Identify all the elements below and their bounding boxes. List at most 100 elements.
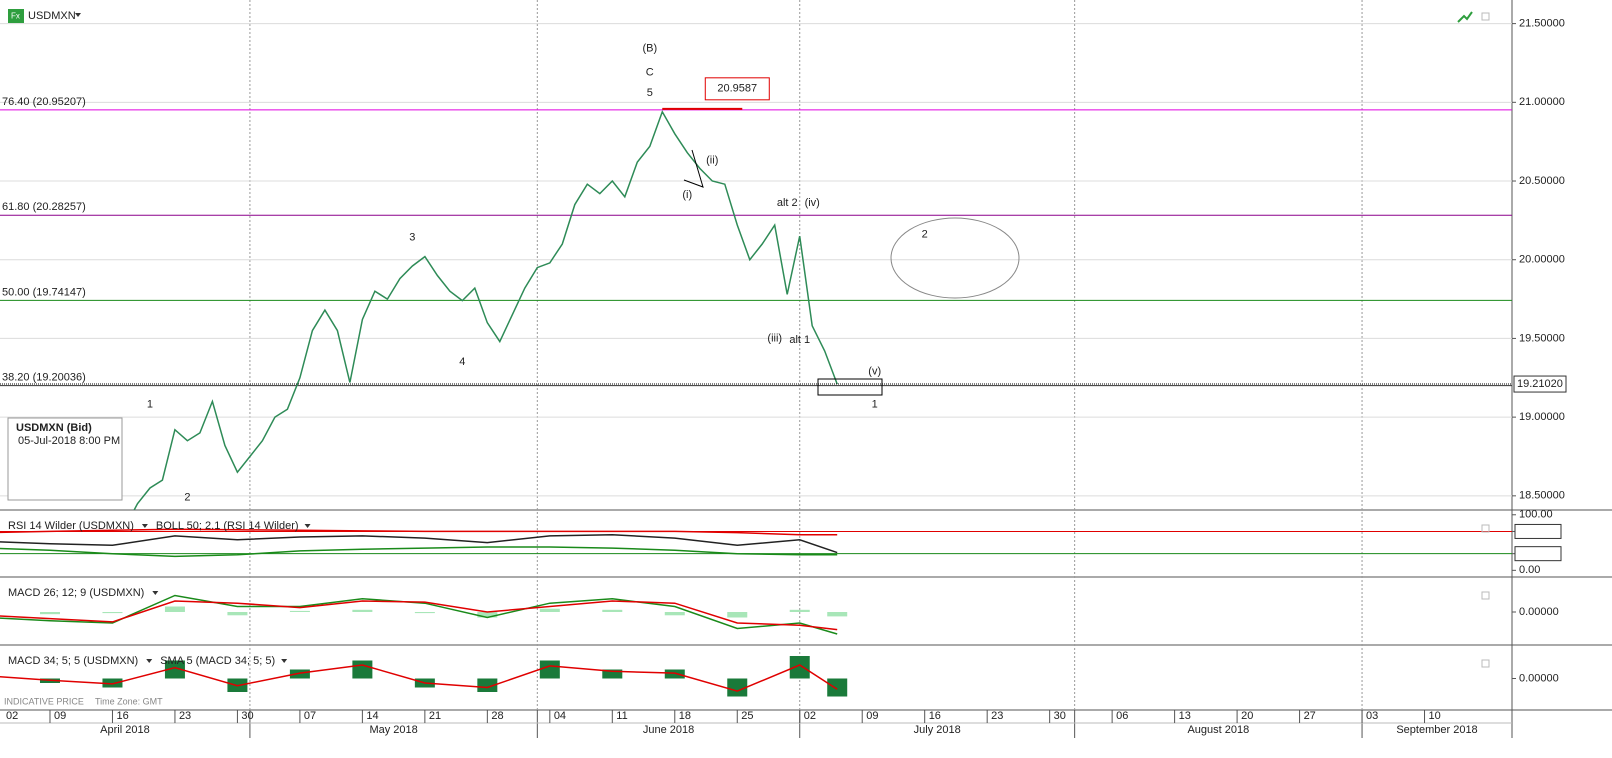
pane-icon[interactable] <box>1481 659 1490 668</box>
pane-title: MACD 34; 5; 5 (USDMXN) <box>8 655 138 667</box>
histogram-bar <box>539 608 560 612</box>
y-tick-label: 0.00 <box>1519 564 1540 576</box>
month-label: June 2018 <box>643 724 694 736</box>
series-line <box>0 546 838 558</box>
x-tick-label: 20 <box>1241 710 1253 722</box>
wave-label: 3 <box>409 232 415 244</box>
series-line <box>0 594 838 635</box>
wave-label: (v) <box>868 365 881 377</box>
dropdown[interactable] <box>304 524 311 528</box>
wave-label: (B) <box>642 43 657 55</box>
histogram-bar <box>352 609 373 612</box>
fib-label: 76.40 (20.95207) <box>2 96 86 108</box>
month-label: May 2018 <box>369 724 417 736</box>
pane-subtitle: SMA 5 (MACD 34; 5; 5) <box>160 655 275 667</box>
series-line <box>0 600 838 631</box>
histogram-bar <box>827 612 848 617</box>
x-tick-label: 02 <box>804 710 816 722</box>
histogram-bar <box>289 610 310 612</box>
x-tick-label: 18 <box>679 710 691 722</box>
histogram-bar <box>664 669 685 679</box>
x-tick-label: 23 <box>991 710 1003 722</box>
fx-icon-text: Fx <box>11 12 20 21</box>
dropdown[interactable] <box>281 659 288 663</box>
pane <box>0 656 848 697</box>
dropdown[interactable] <box>146 659 153 663</box>
x-tick-label: 28 <box>491 710 503 722</box>
info-box-frame <box>7 417 123 501</box>
x-tick-label: 21 <box>429 710 441 722</box>
window-icon[interactable] <box>1481 12 1490 21</box>
chart-title[interactable]: USDMXN <box>28 10 76 22</box>
pane-icon[interactable] <box>1481 591 1490 600</box>
fib-label: 50.00 (19.74147) <box>2 286 86 298</box>
x-tick-label: 23 <box>179 710 191 722</box>
wave-label: (iii) <box>767 332 782 344</box>
x-tick-label: 13 <box>1179 710 1191 722</box>
pane-title: RSI 14 Wilder (USDMXN) <box>8 520 134 532</box>
wave-label: 2 <box>922 228 928 240</box>
info-title: USDMXN (Bid) <box>16 422 92 434</box>
histogram-bar <box>827 678 848 697</box>
last-price-tag <box>1513 375 1567 393</box>
level-tag <box>1514 546 1562 562</box>
pane-icon[interactable] <box>1481 524 1490 533</box>
histogram-bar <box>664 612 685 616</box>
target-box <box>817 378 883 396</box>
y-tick-label: 0.00000 <box>1519 606 1559 618</box>
histogram-bar <box>39 612 60 615</box>
y-tick-label: 19.50000 <box>1519 332 1565 344</box>
peak-label: 20.9587 <box>717 83 757 95</box>
dropdown[interactable] <box>152 591 159 595</box>
x-tick-label: 30 <box>241 710 253 722</box>
target-ellipse <box>890 217 1020 299</box>
x-tick-label: 03 <box>1366 710 1378 722</box>
x-tick-label: 10 <box>1429 710 1441 722</box>
y-tick-label: 21.50000 <box>1519 18 1565 30</box>
histogram-bar <box>289 669 310 679</box>
wave-label: (iv) <box>805 197 820 209</box>
histogram-bar <box>789 609 810 612</box>
histogram-bar <box>539 660 560 679</box>
y-tick-label: 20.00000 <box>1519 254 1565 266</box>
series-line <box>0 664 838 692</box>
x-tick-label: 27 <box>1304 710 1316 722</box>
x-tick-label: 16 <box>116 710 128 722</box>
pane-subtitle: BOLL 50; 2.1 (RSI 14 Wilder) <box>156 520 299 532</box>
pane-title: MACD 26; 12; 9 (USDMXN) <box>8 587 144 599</box>
y-tick-label: 0.00000 <box>1519 672 1559 684</box>
histogram-bar <box>102 612 123 614</box>
fx-icon <box>8 9 24 23</box>
month-label: July 2018 <box>914 724 961 736</box>
x-tick-label: 09 <box>866 710 878 722</box>
histogram-bar <box>352 660 373 679</box>
x-tick-label: 11 <box>616 710 627 722</box>
trend-drawing <box>683 149 704 188</box>
footer-timezone: Time Zone: GMT <box>95 696 163 706</box>
month-label: April 2018 <box>100 724 150 736</box>
wave-label: alt 2 <box>777 197 798 209</box>
x-tick-label: 14 <box>366 710 378 722</box>
fib-label: 38.20 (19.20036) <box>2 371 86 383</box>
level-tag <box>1514 523 1562 539</box>
wave-label: alt 1 <box>789 334 810 346</box>
histogram-bar <box>164 660 185 679</box>
footer-note: INDICATIVE PRICE <box>4 696 84 706</box>
histogram-bar <box>477 678 498 692</box>
info-box: USDMXN (Bid) 05-Jul-2018 8:00 PM <box>7 417 123 501</box>
wave-label: (i) <box>682 189 692 201</box>
dropdown[interactable] <box>75 13 81 17</box>
dropdown[interactable] <box>141 524 148 528</box>
histogram-bar <box>727 612 748 618</box>
histogram-bar <box>602 609 623 612</box>
peak-box <box>704 77 770 101</box>
info-datetime: 05-Jul-2018 8:00 PM <box>18 435 120 447</box>
wave-label: C <box>646 66 654 78</box>
wave-label: 4 <box>459 356 465 368</box>
trend-icon[interactable] <box>1457 11 1473 23</box>
wave-label: 1 <box>147 398 153 410</box>
x-tick-label: 06 <box>1116 710 1128 722</box>
month-label: September 2018 <box>1396 724 1477 736</box>
wave-label: 5 <box>647 87 653 99</box>
